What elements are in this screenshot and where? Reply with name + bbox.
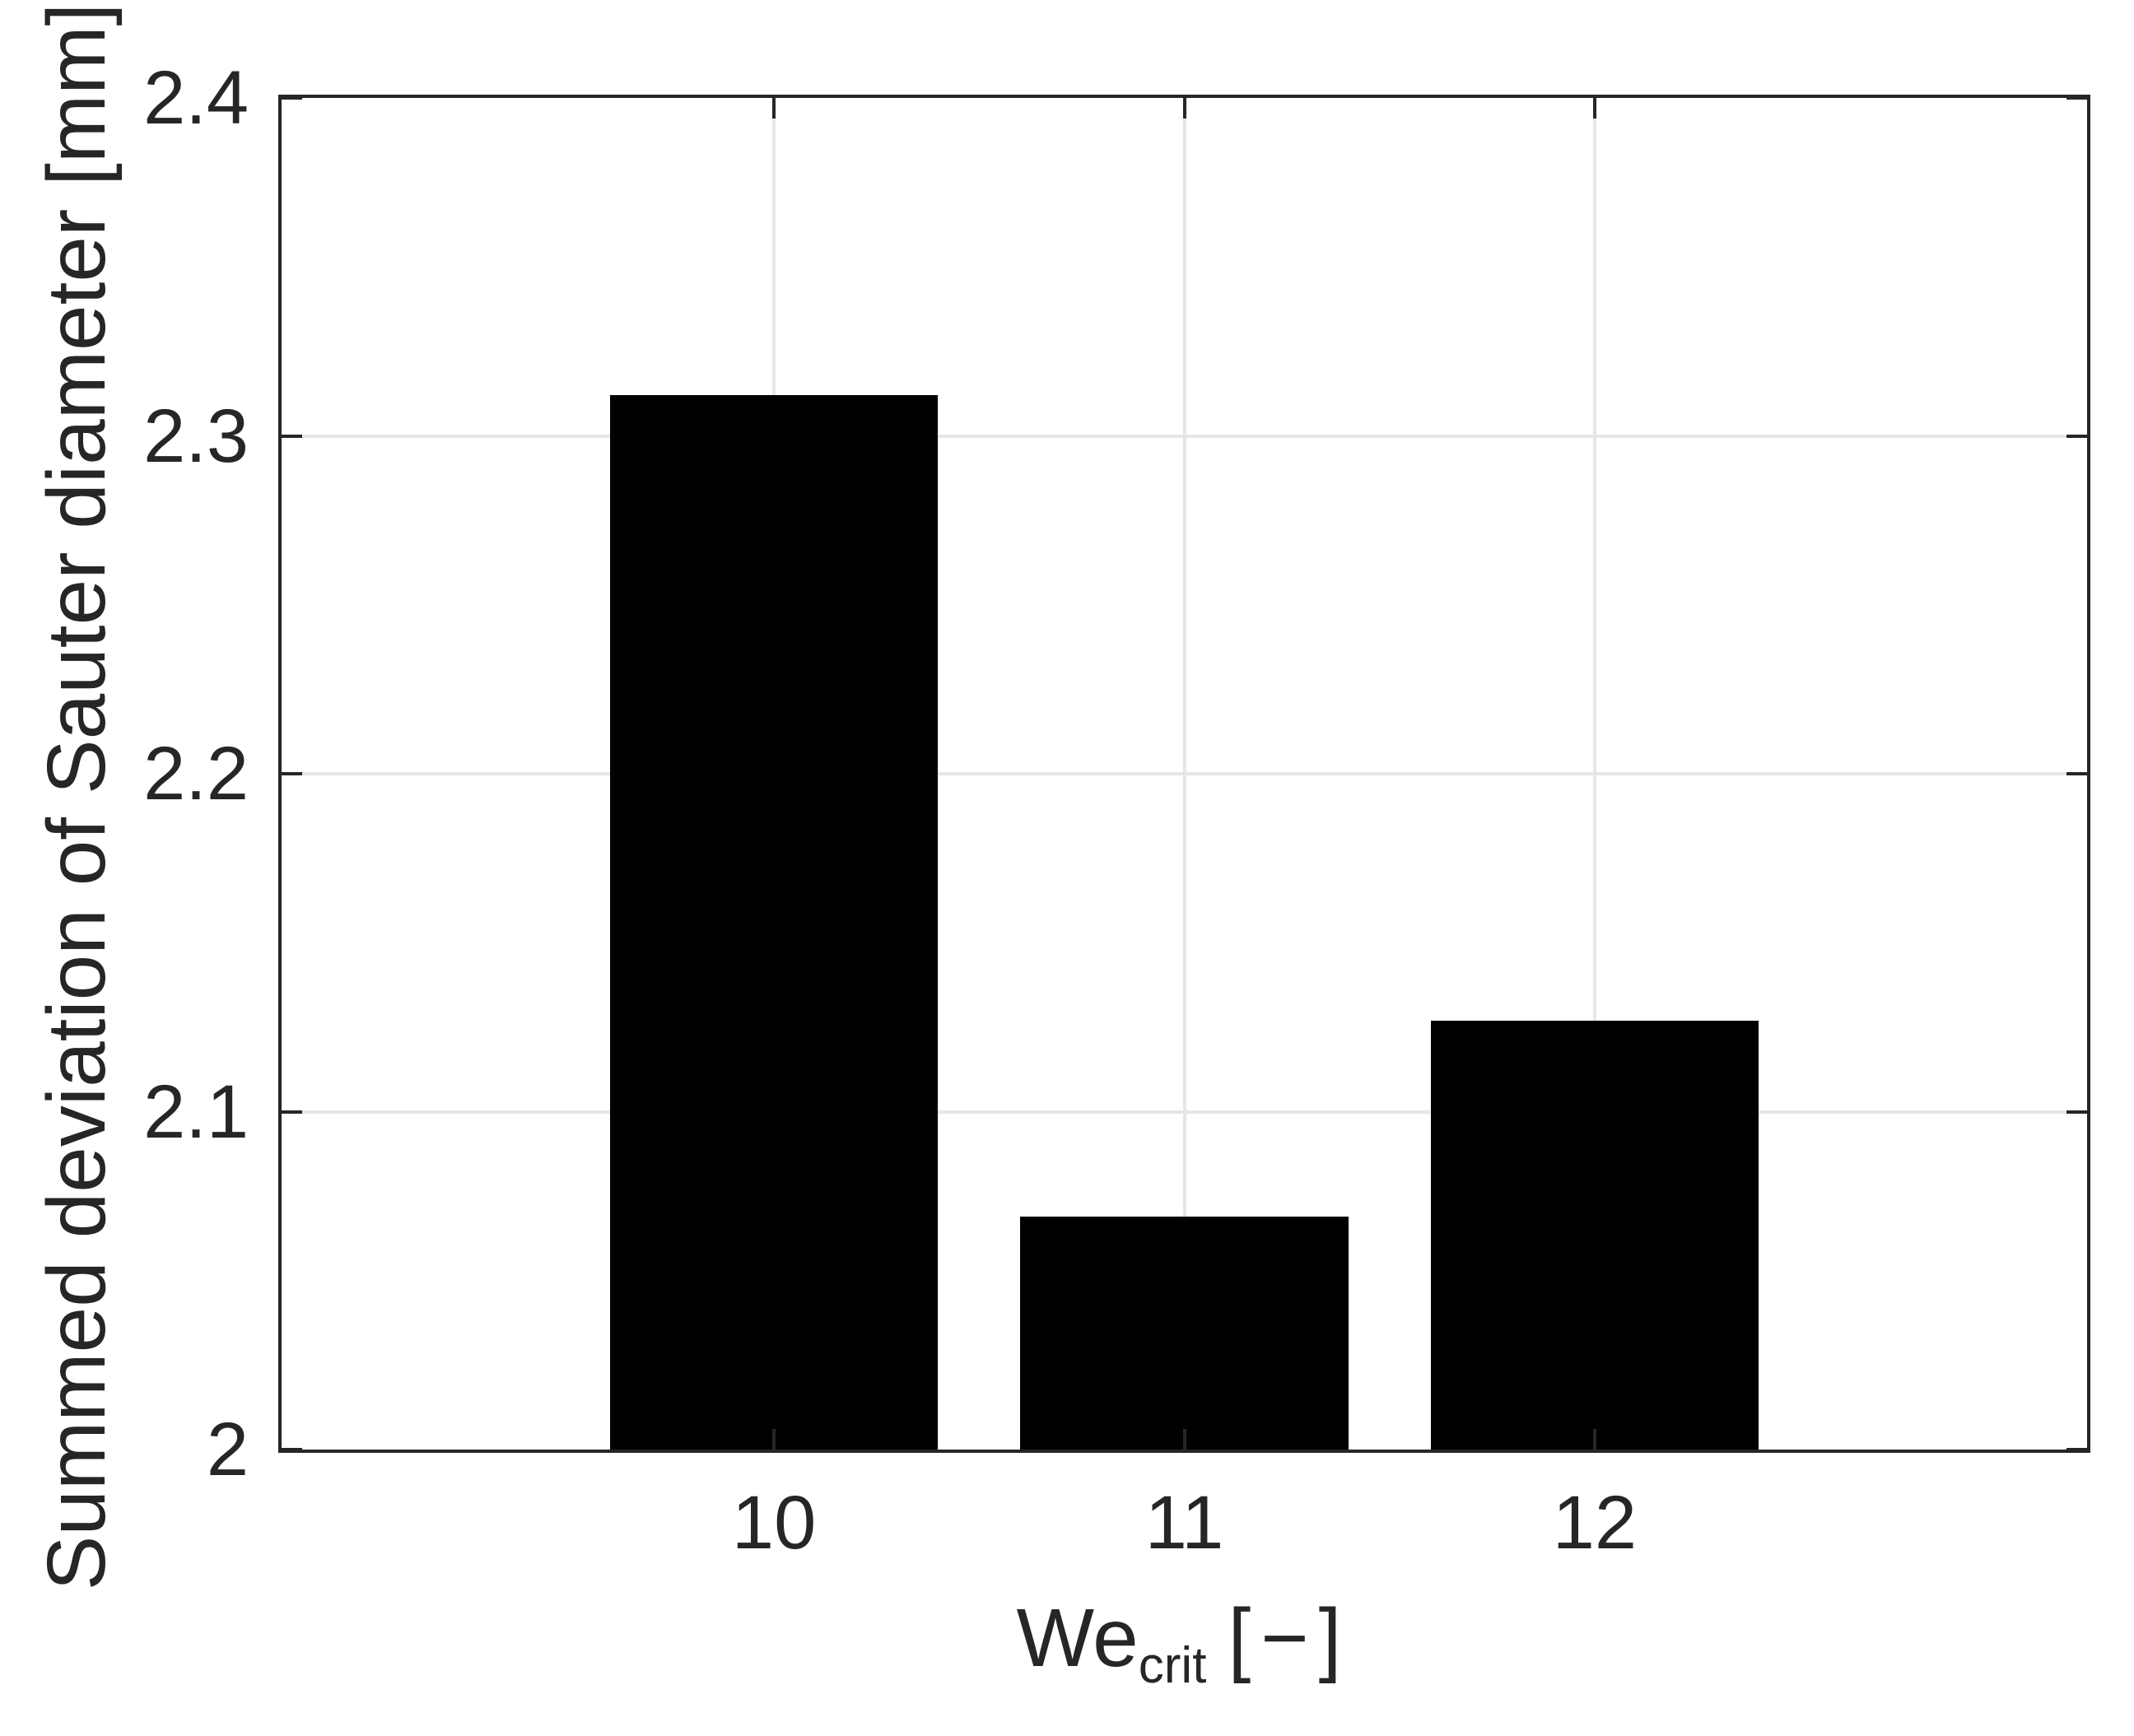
y-tick-mark xyxy=(2066,1110,2087,1114)
y-tick-mark xyxy=(2066,434,2087,438)
x-axis-label-unit: [−] xyxy=(1228,1592,1352,1684)
x-axis-label-subscript: crit xyxy=(1138,1637,1207,1695)
x-tick-label: 10 xyxy=(731,1481,817,1565)
x-axis-label-base: We xyxy=(1016,1592,1139,1684)
y-tick-label: 2.1 xyxy=(143,1069,249,1154)
x-tick-mark xyxy=(1182,98,1186,119)
bar xyxy=(609,395,939,1450)
x-tick-mark xyxy=(1592,98,1596,119)
y-tick-mark xyxy=(282,772,302,775)
plot-area xyxy=(278,95,2090,1453)
y-tick-label: 2.4 xyxy=(143,56,249,140)
x-axis-label: Wecrit [−] xyxy=(1017,1597,1352,1692)
x-gridline xyxy=(1592,98,1596,1450)
x-tick-mark xyxy=(772,98,776,119)
x-tick-label: 11 xyxy=(1144,1481,1224,1565)
y-tick-mark xyxy=(282,96,302,100)
y-tick-label: 2 xyxy=(206,1408,249,1492)
y-tick-label: 2.2 xyxy=(143,732,249,816)
x-tick-mark xyxy=(772,1429,776,1450)
x-tick-mark xyxy=(1592,1429,1596,1450)
y-tick-mark xyxy=(282,434,302,438)
bar xyxy=(1020,1216,1349,1450)
y-axis-label: Summed deviation of Sauter diameter [mm] xyxy=(30,2,123,1591)
y-tick-mark xyxy=(2066,96,2087,100)
y-tick-mark xyxy=(2066,1448,2087,1451)
y-tick-mark xyxy=(2066,772,2087,775)
tick-layer xyxy=(282,96,2087,1451)
y-tick-mark xyxy=(282,1110,302,1114)
y-tick-label: 2.3 xyxy=(143,393,249,478)
x-gridline xyxy=(1182,98,1186,1450)
bar xyxy=(1430,1020,1759,1450)
x-tick-label: 12 xyxy=(1552,1481,1638,1565)
bar-layer xyxy=(282,98,2087,1450)
y-tick-mark xyxy=(282,1448,302,1451)
x-tick-mark xyxy=(1182,1429,1186,1450)
